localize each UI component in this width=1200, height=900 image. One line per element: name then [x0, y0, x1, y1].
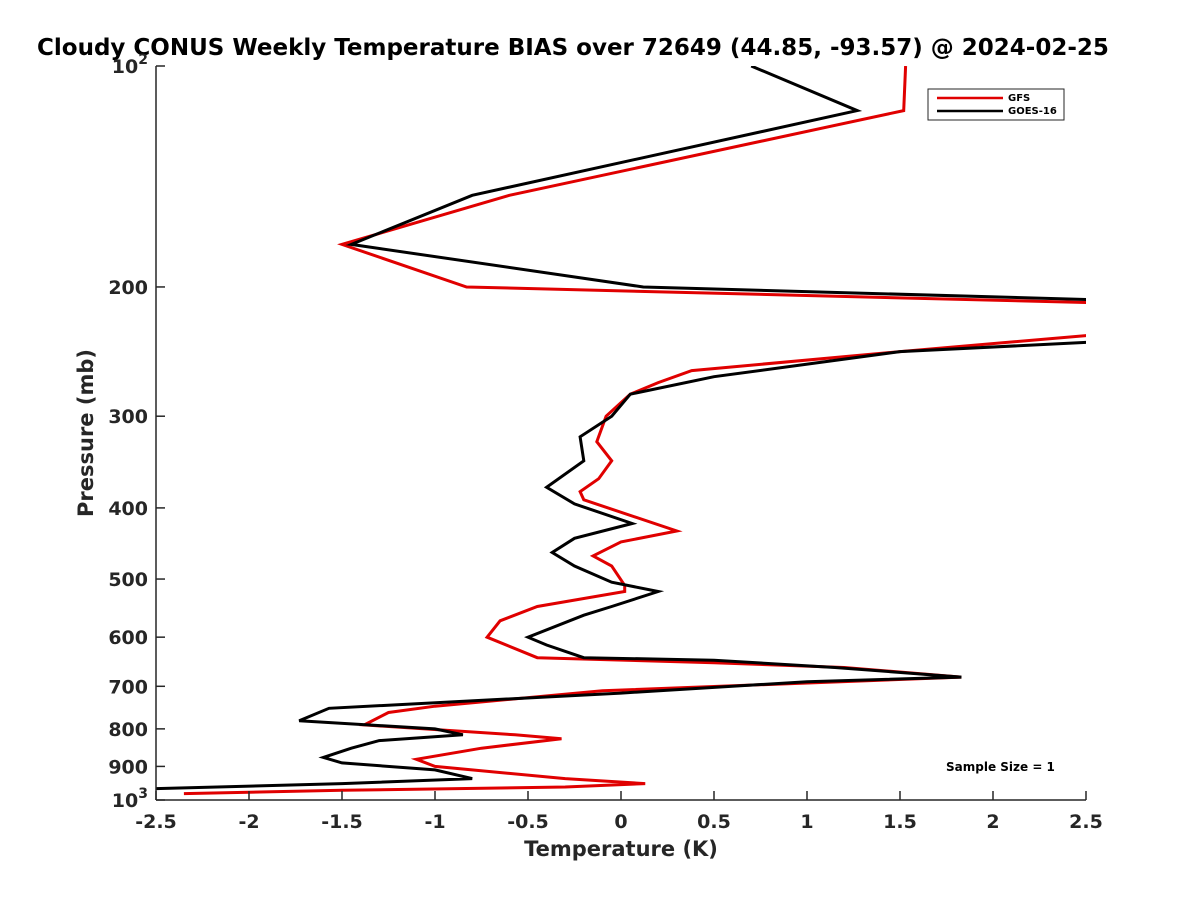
legend: GFS GOES-16	[927, 88, 1065, 121]
y-tick-label: 200	[108, 277, 148, 299]
chart-title: Cloudy CONUS Weekly Temperature BIAS ove…	[37, 35, 1109, 61]
x-tick-label: 0.5	[697, 811, 731, 833]
y-tick-label: 400	[108, 498, 148, 520]
y-axis-label: Pressure (mb)	[74, 349, 98, 517]
x-tick-label: 1.5	[883, 811, 917, 833]
y-tick-label: 900	[108, 756, 148, 778]
sample-size-annotation: Sample Size = 1	[946, 760, 1055, 774]
x-tick-label: -2	[238, 811, 259, 833]
x-tick-label: 2	[986, 811, 999, 833]
y-tick-label: 102	[112, 52, 148, 78]
x-tick-label: -1.5	[321, 811, 363, 833]
legend-box	[927, 88, 1065, 121]
y-ticks: 102 200 300 400 500 600 700 800 900 103	[108, 52, 165, 812]
x-tick-label: -0.5	[507, 811, 549, 833]
x-tick-label: 0	[614, 811, 627, 833]
legend-label-goes16: GOES-16	[1008, 106, 1057, 117]
y-tick-label: 300	[108, 406, 148, 428]
x-ticks: -2.5 -2 -1.5 -1 -0.5 0 0.5 1 1.5 2 2.5	[135, 791, 1103, 833]
y-tick-label: 600	[108, 627, 148, 649]
x-tick-label: -1	[424, 811, 445, 833]
y-tick-label: 700	[108, 676, 148, 698]
y-tick-label: 103	[112, 786, 148, 812]
series-layer	[156, 66, 1086, 796]
x-tick-label: 1	[800, 811, 813, 833]
y-tick-label: 500	[108, 569, 148, 591]
x-tick-label: 2.5	[1069, 811, 1103, 833]
x-tick-label: -2.5	[135, 811, 177, 833]
x-axis-label: Temperature (K)	[524, 837, 718, 861]
series-line-gfs	[183, 66, 1086, 796]
legend-label-gfs: GFS	[1008, 93, 1030, 104]
y-tick-label: 800	[108, 719, 148, 741]
series-line-goes16	[156, 66, 1086, 791]
